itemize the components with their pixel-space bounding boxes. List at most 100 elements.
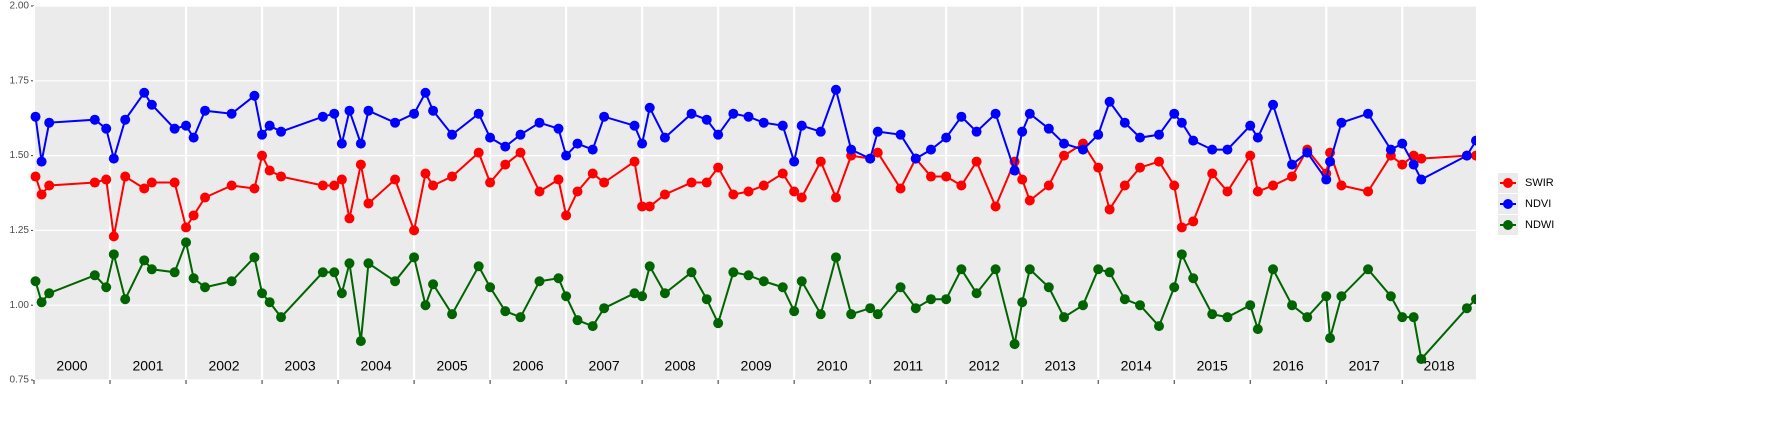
data-point — [1287, 300, 1298, 311]
data-point — [89, 177, 100, 188]
data-point — [329, 108, 340, 119]
data-point — [701, 177, 712, 188]
data-point — [1119, 294, 1130, 305]
y-tick-label: 1.25 — [10, 225, 30, 236]
data-point — [587, 144, 598, 155]
data-point — [728, 267, 739, 278]
data-point — [910, 303, 921, 314]
data-point — [713, 129, 724, 140]
x-tick-label: 2007 — [589, 358, 620, 374]
data-point — [1363, 108, 1374, 119]
data-point — [101, 174, 112, 185]
data-point — [1363, 186, 1374, 197]
data-point — [561, 210, 572, 221]
data-point — [257, 129, 268, 140]
data-point — [428, 279, 439, 290]
data-point — [44, 180, 55, 191]
data-point — [264, 165, 275, 176]
data-point — [447, 129, 458, 140]
data-point — [895, 282, 906, 293]
data-point — [830, 84, 841, 95]
data-point — [200, 105, 211, 116]
y-tick-label: 1.75 — [10, 75, 30, 86]
data-point — [1104, 96, 1115, 107]
data-point — [1397, 138, 1408, 149]
data-point — [599, 177, 610, 188]
data-point — [743, 111, 754, 122]
data-point — [120, 171, 131, 182]
data-point — [409, 252, 420, 263]
data-point — [971, 156, 982, 167]
data-point — [1169, 180, 1180, 191]
data-point — [1325, 333, 1336, 344]
data-point — [1093, 162, 1104, 173]
data-point — [1222, 144, 1233, 155]
data-point — [1268, 180, 1279, 191]
data-point — [139, 183, 150, 194]
y-tick-label: 1.00 — [10, 300, 30, 311]
data-point — [355, 159, 366, 170]
data-point — [1222, 186, 1233, 197]
data-point — [743, 270, 754, 281]
data-point — [1176, 222, 1187, 233]
data-point — [728, 189, 739, 200]
data-point — [420, 300, 431, 311]
data-point — [1188, 273, 1199, 284]
data-point — [743, 186, 754, 197]
data-point — [1245, 150, 1256, 161]
data-point — [1408, 159, 1419, 170]
data-point — [872, 147, 883, 158]
data-point — [1416, 354, 1427, 365]
data-point — [226, 180, 237, 191]
data-point — [420, 168, 431, 179]
data-point — [428, 180, 439, 191]
data-point — [659, 189, 670, 200]
data-point — [485, 282, 496, 293]
data-point — [390, 276, 401, 287]
data-point — [1302, 312, 1313, 323]
data-point — [872, 309, 883, 320]
data-point — [572, 138, 583, 149]
data-point — [101, 123, 112, 134]
data-point — [1119, 180, 1130, 191]
data-point — [1154, 156, 1165, 167]
data-point — [1252, 132, 1263, 143]
data-point — [44, 117, 55, 128]
data-point — [758, 117, 769, 128]
data-point — [1135, 300, 1146, 311]
x-tick-label: 2002 — [208, 358, 239, 374]
data-point — [1154, 321, 1165, 332]
data-point — [317, 267, 328, 278]
legend-dot — [1503, 178, 1513, 188]
data-point — [500, 306, 511, 317]
data-point — [1059, 138, 1069, 149]
data-point — [36, 189, 47, 200]
data-point — [409, 108, 420, 119]
x-tick-label: 2009 — [741, 358, 772, 374]
right-margin — [1476, 0, 1482, 380]
data-point — [181, 222, 192, 233]
data-point — [1043, 180, 1054, 191]
data-point — [329, 267, 340, 278]
data-point — [990, 264, 1001, 275]
data-point — [1078, 300, 1089, 311]
data-point — [1408, 312, 1419, 323]
x-tick-label: 2001 — [132, 358, 163, 374]
data-point — [257, 150, 268, 161]
data-point — [146, 264, 157, 275]
data-point — [910, 153, 921, 164]
data-point — [1078, 144, 1089, 155]
data-point — [181, 120, 192, 131]
data-point — [108, 231, 119, 242]
data-point — [758, 180, 769, 191]
data-point — [846, 144, 857, 155]
data-point — [146, 177, 157, 188]
data-point — [956, 180, 967, 191]
data-point — [317, 180, 328, 191]
data-point — [644, 201, 655, 212]
data-point — [30, 171, 41, 182]
data-point — [701, 114, 712, 125]
data-point — [44, 288, 55, 299]
data-point — [188, 132, 199, 143]
data-point — [276, 312, 287, 323]
